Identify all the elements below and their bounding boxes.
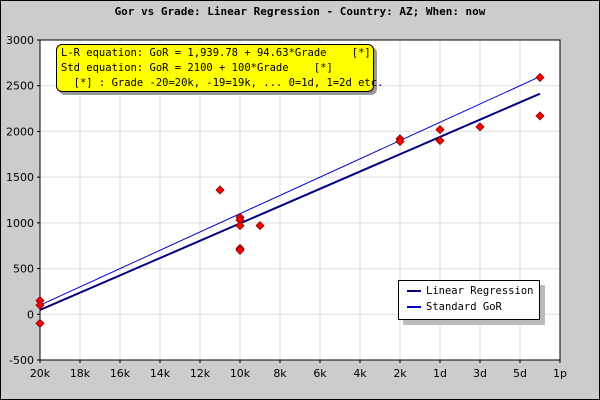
data-point	[35, 318, 45, 328]
legend-item-standard-gor: Standard GoR	[407, 300, 502, 315]
equation-box: L-R equation: GoR = 1,939.78 + 94.63*Gra…	[56, 44, 384, 92]
x-tick-label: 14k	[150, 367, 171, 380]
y-tick-label: -500	[9, 354, 34, 367]
data-point	[475, 122, 485, 132]
x-tick-label: 6k	[313, 367, 327, 380]
legend-label-linear-regression: Linear Regression	[426, 285, 534, 297]
y-tick-label: 2500	[6, 80, 34, 93]
data-point	[395, 136, 405, 147]
x-tick-label: 5d	[513, 367, 527, 380]
legend-swatch-standard-gor	[407, 306, 421, 308]
legend-swatch-linear-regression	[407, 290, 421, 292]
data-point	[255, 221, 265, 231]
x-tick-label: 1p	[553, 367, 567, 380]
data-point	[535, 111, 545, 121]
plot-border	[39, 39, 561, 361]
series-line-linear-regression	[39, 92, 541, 311]
chart-title: Gor vs Grade: Linear Regression - Countr…	[114, 5, 486, 18]
data-point	[35, 300, 45, 310]
y-tick-label: 1500	[6, 171, 34, 184]
x-tick-label: 20k	[30, 367, 51, 380]
x-tick-label: 1d	[433, 367, 447, 380]
series-line-standard-gor	[39, 76, 541, 306]
x-tick-label: 12k	[190, 367, 211, 380]
y-tick-label: 1000	[6, 217, 34, 230]
std-equation: Std equation: GoR = 2100 + 100*Grade [*]	[61, 62, 333, 74]
data-point	[535, 72, 545, 83]
x-tick-label: 16k	[110, 367, 131, 380]
y-tick-label: 0	[27, 308, 34, 321]
data-point	[435, 125, 445, 135]
lr-equation: L-R equation: GoR = 1,939.78 + 94.63*Gra…	[61, 47, 371, 59]
legend-label-standard-gor: Standard GoR	[426, 301, 502, 313]
data-point	[235, 245, 245, 255]
data-point	[235, 221, 245, 231]
y-tick-label: 500	[13, 263, 34, 276]
legend: Linear Regression Standard GoR	[398, 280, 540, 320]
y-tick-label: 3000	[6, 34, 34, 47]
y-tick-label: 2000	[6, 125, 34, 138]
x-tick-label: 2k	[393, 367, 407, 380]
x-tick-label: 10k	[230, 367, 251, 380]
grade-note: [*] : Grade -20=20k, -19=19k, ... 0=1d, …	[61, 77, 384, 89]
x-tick-label: 3d	[473, 367, 487, 380]
data-point	[435, 136, 445, 146]
x-tick-label: 8k	[273, 367, 287, 380]
x-tick-label: 18k	[70, 367, 91, 380]
legend-item-linear-regression: Linear Regression	[407, 284, 533, 299]
x-tick-label: 4k	[353, 367, 367, 380]
data-point	[215, 185, 225, 195]
